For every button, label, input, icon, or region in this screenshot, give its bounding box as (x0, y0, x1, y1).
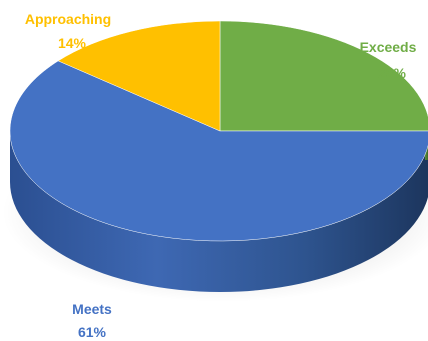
label-approaching-name: Approaching (25, 11, 111, 27)
label-meets-name: Meets (72, 301, 112, 317)
label-meets-value: 61% (78, 324, 107, 340)
pie-side-meets (10, 131, 428, 292)
pie-slice-exceeds (219, 20, 428, 132)
label-exceeds-value: 25% (378, 65, 407, 81)
pie-slice-approaching (57, 20, 221, 132)
label-approaching-value: 14% (58, 35, 87, 51)
label-exceeds-name: Exceeds (360, 39, 417, 55)
pie-slice-meets (9, 60, 428, 242)
